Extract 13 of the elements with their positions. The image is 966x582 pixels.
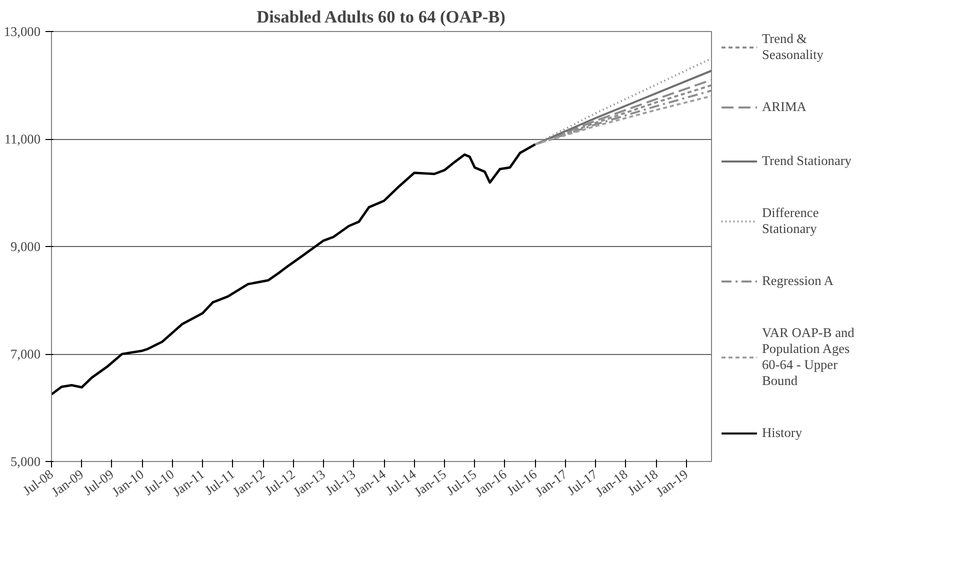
legend-label: Trend Stationary (762, 153, 852, 169)
y-tick-label: 7,000 (10, 346, 41, 362)
legend-label: Difference Stationary (762, 205, 819, 237)
y-tick-label: 13,000 (4, 24, 41, 39)
chart-title: Disabled Adults 60 to 64 (OAP-B) (256, 8, 506, 26)
y-tick-label: 11,000 (4, 132, 41, 146)
legend-label: Regression A (762, 273, 834, 289)
legend-label: ARIMA (762, 99, 806, 115)
legend-label: Trend & Seasonality (762, 31, 824, 63)
y-tick-label: 9,000 (10, 239, 41, 254)
y-tick-label: 5,000 (10, 454, 41, 469)
legend-label: VAR OAP-B and Population Ages 60-64 - Upper Bound (762, 325, 854, 389)
legend-label: History (762, 425, 802, 441)
